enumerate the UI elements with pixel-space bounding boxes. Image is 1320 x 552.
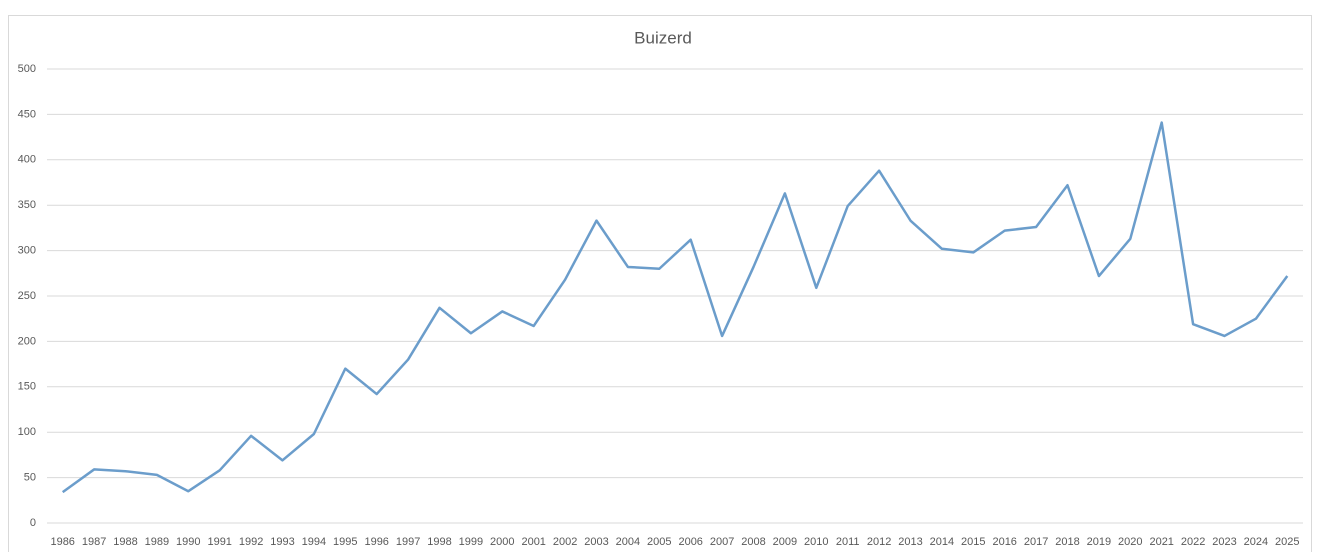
x-tick-label: 2001 bbox=[521, 536, 545, 548]
x-tick-label: 2021 bbox=[1149, 536, 1173, 548]
x-tick-label: 2024 bbox=[1244, 536, 1268, 548]
y-tick-label: 450 bbox=[18, 108, 36, 120]
x-tick-label: 1999 bbox=[459, 536, 483, 548]
chart-border bbox=[8, 15, 1312, 552]
data-line bbox=[61, 121, 1289, 494]
x-tick-label: 1997 bbox=[396, 536, 420, 548]
y-tick-label: 400 bbox=[18, 154, 36, 166]
x-tick-label: 1992 bbox=[239, 536, 263, 548]
x-tick-label: 1991 bbox=[207, 536, 231, 548]
x-tick-label: 2008 bbox=[741, 536, 765, 548]
x-tick-label: 1998 bbox=[427, 536, 451, 548]
x-tick-label: 2015 bbox=[961, 536, 985, 548]
x-tick-label: 1986 bbox=[50, 536, 74, 548]
x-tick-label: 2009 bbox=[773, 536, 797, 548]
x-tick-label: 1994 bbox=[302, 536, 326, 548]
x-tick-label: 2013 bbox=[898, 536, 922, 548]
y-tick-label: 300 bbox=[18, 245, 36, 257]
x-tick-label: 2022 bbox=[1181, 536, 1205, 548]
x-tick-label: 2025 bbox=[1275, 536, 1299, 548]
y-tick-label: 200 bbox=[18, 335, 36, 347]
chart-title: Buizerd bbox=[634, 28, 692, 47]
x-tick-label: 2018 bbox=[1055, 536, 1079, 548]
y-tick-label: 50 bbox=[24, 472, 36, 484]
x-tick-label: 1988 bbox=[113, 536, 137, 548]
x-tick-label: 1990 bbox=[176, 536, 200, 548]
x-tick-label: 2016 bbox=[992, 536, 1016, 548]
x-tick-label: 1996 bbox=[364, 536, 388, 548]
x-tick-label: 1993 bbox=[270, 536, 294, 548]
x-tick-label: 2020 bbox=[1118, 536, 1142, 548]
x-tick-label: 2011 bbox=[836, 536, 860, 548]
x-tick-label: 2019 bbox=[1087, 536, 1111, 548]
x-tick-label: 2005 bbox=[647, 536, 671, 548]
y-tick-label: 150 bbox=[18, 381, 36, 393]
x-tick-label: 2017 bbox=[1024, 536, 1048, 548]
x-tick-label: 2000 bbox=[490, 536, 514, 548]
x-tick-label: 2006 bbox=[678, 536, 702, 548]
x-tick-label: 2010 bbox=[804, 536, 828, 548]
y-tick-label: 100 bbox=[18, 426, 36, 438]
x-tick-label: 2023 bbox=[1212, 536, 1236, 548]
x-tick-label: 2012 bbox=[867, 536, 891, 548]
x-tick-label: 2014 bbox=[930, 536, 954, 548]
x-tick-label: 2003 bbox=[584, 536, 608, 548]
y-tick-label: 250 bbox=[18, 290, 36, 302]
x-tick-label: 2007 bbox=[710, 536, 734, 548]
x-tick-label: 2004 bbox=[616, 536, 640, 548]
x-tick-label: 2002 bbox=[553, 536, 577, 548]
x-tick-label: 1989 bbox=[145, 536, 169, 548]
y-tick-label: 500 bbox=[18, 63, 36, 75]
x-tick-label: 1987 bbox=[82, 536, 106, 548]
y-tick-label: 0 bbox=[30, 517, 36, 529]
x-tick-label: 1995 bbox=[333, 536, 357, 548]
y-tick-label: 350 bbox=[18, 199, 36, 211]
